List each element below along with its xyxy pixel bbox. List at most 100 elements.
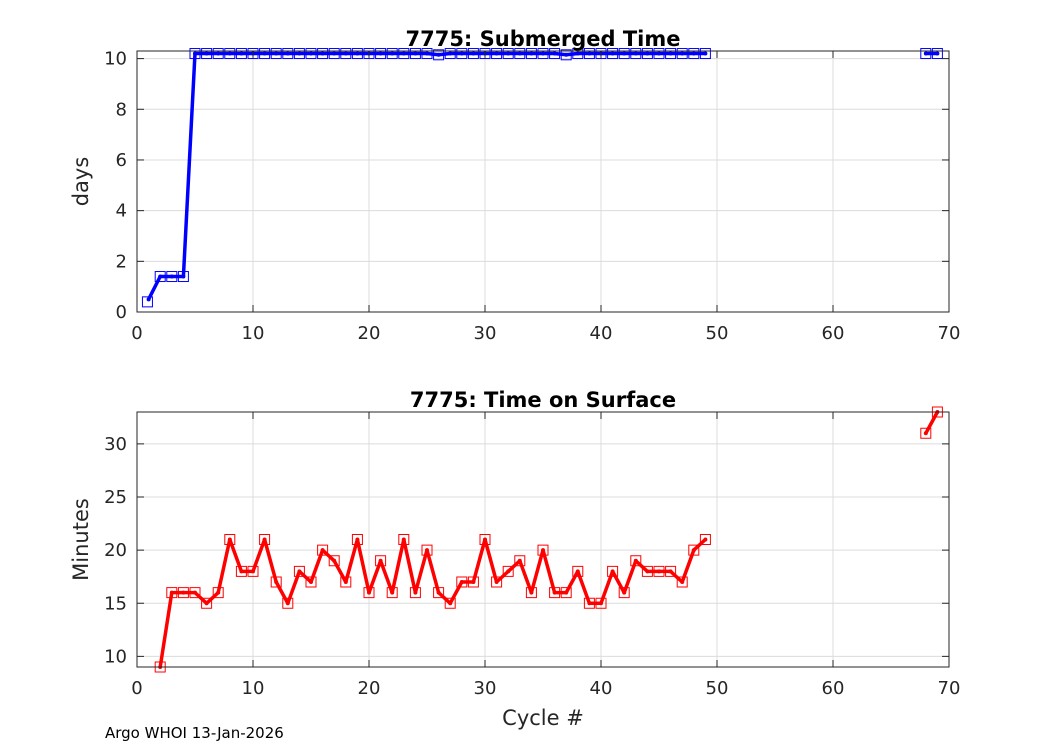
data-point (343, 51, 348, 56)
data-point (517, 558, 522, 563)
data-point-marker (479, 534, 491, 545)
data-point-marker (166, 587, 178, 599)
data-point (343, 580, 348, 584)
data-point-marker (177, 271, 189, 283)
x-tick-label: 50 (706, 678, 729, 699)
data-point-marker (328, 48, 340, 60)
y-tick-label: 10 (104, 49, 127, 70)
data-point-marker (688, 544, 700, 556)
plot-background (137, 412, 949, 667)
data-point-marker (514, 48, 526, 60)
data-point-marker (154, 271, 166, 283)
data-point-marker (502, 565, 514, 577)
data-point (436, 590, 441, 595)
data-point-marker (560, 587, 572, 599)
data-point-marker (386, 48, 398, 60)
data-point-marker (456, 48, 468, 60)
data-point (587, 51, 592, 56)
data-point-marker (595, 48, 607, 60)
data-point-marker (340, 576, 352, 588)
data-point (285, 601, 290, 606)
data-point-marker (444, 48, 456, 60)
data-point (494, 51, 499, 56)
axes-frame (136, 50, 950, 313)
data-point (657, 51, 661, 56)
data-point (587, 601, 592, 606)
data-point-marker (676, 576, 688, 588)
y-tick-label: 20 (104, 540, 127, 561)
data-point (413, 51, 418, 56)
data-point-marker (688, 48, 700, 60)
data-point-marker (433, 49, 445, 61)
data-point-marker (317, 48, 329, 60)
y-axis-label: days (69, 157, 93, 207)
data-point-marker (525, 587, 537, 599)
data-point-marker (653, 565, 665, 577)
data-point (483, 537, 487, 542)
data-point-marker (212, 587, 224, 599)
data-point (262, 51, 267, 56)
data-point (355, 537, 360, 542)
series-line (924, 411, 939, 435)
data-point (401, 537, 406, 542)
data-point-marker (479, 48, 491, 60)
data-point-marker (398, 48, 410, 60)
data-point-marker (931, 48, 943, 60)
data-point (436, 52, 441, 57)
data-point-marker (224, 534, 236, 545)
x-tick-label: 0 (131, 678, 142, 699)
data-point (332, 51, 337, 56)
y-tick-label: 15 (104, 593, 127, 614)
x-tick-label: 10 (242, 678, 265, 699)
data-point-marker (375, 555, 387, 567)
data-point (633, 51, 638, 56)
data-point-marker (189, 587, 201, 599)
data-point (633, 558, 638, 563)
data-point-marker (560, 49, 572, 61)
x-tick-label: 20 (358, 323, 381, 344)
data-point (610, 569, 615, 574)
data-point (274, 51, 279, 56)
data-point-marker (920, 427, 932, 439)
data-point (668, 569, 673, 574)
data-point-marker (572, 565, 584, 577)
data-point-marker (630, 555, 642, 567)
data-point-marker (282, 48, 294, 60)
data-point (274, 580, 279, 584)
data-point-marker (305, 48, 317, 60)
data-point-marker (491, 576, 503, 588)
data-point (599, 601, 603, 606)
data-point-marker (653, 48, 665, 60)
x-tick-label: 30 (474, 323, 497, 344)
data-point (227, 51, 232, 56)
data-point (471, 580, 476, 584)
data-point (610, 51, 615, 56)
y-tick-label: 2 (116, 251, 127, 272)
data-point (494, 580, 499, 584)
x-tick-label: 30 (474, 678, 497, 699)
data-point (517, 51, 522, 56)
data-point-marker (433, 587, 445, 599)
data-point (320, 548, 325, 553)
data-point-marker (595, 597, 607, 609)
data-point (204, 51, 209, 56)
y-tick-label: 25 (104, 487, 127, 508)
data-point-marker (537, 48, 549, 60)
data-point (425, 548, 429, 553)
chart-title: 7775: Time on Surface (410, 388, 676, 412)
data-point-marker (201, 48, 213, 60)
data-point (413, 590, 418, 595)
data-point (935, 51, 940, 56)
data-point-marker (421, 544, 433, 556)
footer-credit: Argo WHOI 13-Jan-2026 (105, 724, 284, 742)
data-point-marker (282, 597, 294, 609)
data-point (239, 51, 244, 56)
data-point-marker (421, 48, 433, 60)
x-tick-label: 60 (822, 323, 845, 344)
data-point (691, 548, 696, 553)
submerged-time-axes: 0 10 20 30 40 50 60 70 0 2 4 6 8 10 7775: Submerged Ti… (69, 27, 960, 344)
data-point (622, 51, 627, 56)
data-point-marker (676, 48, 688, 60)
data-point (193, 590, 197, 595)
